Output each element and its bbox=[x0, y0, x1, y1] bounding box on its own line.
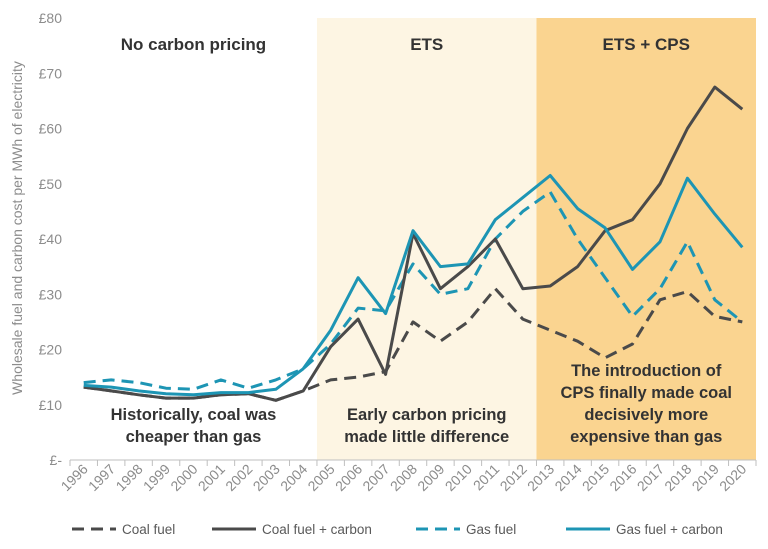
x-tick-label-2001: 2001 bbox=[195, 461, 228, 494]
region-band-1 bbox=[316, 18, 537, 460]
legend-label-3: Gas fuel + carbon bbox=[616, 522, 723, 537]
y-tick-label-7: £70 bbox=[39, 65, 63, 81]
y-tick-label-4: £40 bbox=[39, 231, 63, 247]
y-tick-label-5: £50 bbox=[39, 176, 63, 192]
x-tick-label-2005: 2005 bbox=[304, 461, 337, 494]
x-tick-label-2006: 2006 bbox=[332, 461, 365, 494]
x-tick-label-2020: 2020 bbox=[716, 461, 749, 494]
x-tick-label-1997: 1997 bbox=[85, 461, 118, 494]
x-tick-label-1996: 1996 bbox=[57, 461, 90, 494]
x-tick-label-2013: 2013 bbox=[524, 461, 557, 494]
region-title-1: ETS bbox=[410, 35, 443, 54]
annotation-0-line-0: Historically, coal was bbox=[111, 406, 277, 424]
y-tick-label-0: £- bbox=[50, 452, 63, 468]
y-tick-label-6: £60 bbox=[39, 121, 63, 137]
legend-label-1: Coal fuel + carbon bbox=[262, 522, 372, 537]
annotation-1-line-0: Early carbon pricing bbox=[347, 406, 507, 424]
x-axis: 1996199719981999200020012002200320042005… bbox=[57, 459, 757, 494]
x-tick-label-2000: 2000 bbox=[167, 461, 200, 494]
x-tick-label-1999: 1999 bbox=[140, 461, 173, 494]
series-line-0 bbox=[83, 287, 743, 402]
series-lines bbox=[83, 85, 744, 402]
region-bands bbox=[70, 18, 756, 460]
y-tick-label-1: £10 bbox=[39, 397, 63, 413]
x-tick-label-2018: 2018 bbox=[661, 461, 694, 494]
x-tick-label-2002: 2002 bbox=[222, 461, 255, 494]
legend: Coal fuel Coal fuel + carbon Gas fuel Gas f… bbox=[72, 522, 723, 537]
annotation-2-line-0: The introduction of bbox=[571, 362, 722, 380]
x-tick-label-2015: 2015 bbox=[579, 461, 612, 494]
x-tick-label-2010: 2010 bbox=[442, 461, 475, 494]
x-tick-label-2011: 2011 bbox=[470, 461, 503, 494]
x-tick-label-2012: 2012 bbox=[497, 461, 530, 494]
y-tick-label-2: £20 bbox=[39, 342, 63, 358]
annotation-1-line-1: made little difference bbox=[344, 428, 509, 446]
legend-label-2: Gas fuel bbox=[466, 522, 516, 537]
x-tick-label-2004: 2004 bbox=[277, 461, 310, 494]
y-tick-label-3: £30 bbox=[39, 286, 63, 302]
region-titles: No carbon pricing ETS ETS + CPS bbox=[121, 35, 690, 54]
x-tick-label-2008: 2008 bbox=[387, 461, 420, 494]
annotation-0-line-1: cheaper than gas bbox=[126, 428, 262, 446]
region-title-0: No carbon pricing bbox=[121, 35, 266, 54]
region-title-2: ETS + CPS bbox=[603, 35, 690, 54]
legend-label-0: Coal fuel bbox=[122, 522, 175, 537]
y-tick-label-8: £80 bbox=[39, 10, 63, 26]
x-tick-label-1998: 1998 bbox=[112, 461, 145, 494]
x-tick-label-2009: 2009 bbox=[414, 461, 447, 494]
x-tick-label-2014: 2014 bbox=[551, 461, 584, 494]
region-annotations: Historically, coal was cheaper than gas Ea… bbox=[111, 362, 732, 446]
y-axis: £- £10 £20 £30 £40 £50 £60 £70 £80 bbox=[39, 10, 63, 468]
x-tick-label-2007: 2007 bbox=[359, 461, 392, 494]
x-tick-label-2017: 2017 bbox=[634, 461, 667, 494]
series-line-2 bbox=[83, 190, 744, 391]
annotation-2-line-2: decisively more bbox=[584, 406, 708, 424]
y-axis-label: Wholesale fuel and carbon cost per MWh o… bbox=[9, 61, 25, 395]
x-tick-label-2016: 2016 bbox=[606, 461, 639, 494]
annotation-2-line-1: CPS finally made coal bbox=[560, 384, 731, 402]
series-line-3 bbox=[83, 174, 744, 397]
x-tick-label-2019: 2019 bbox=[689, 461, 722, 494]
annotation-2-line-3: expensive than gas bbox=[570, 428, 722, 446]
x-tick-label-2003: 2003 bbox=[250, 461, 283, 494]
